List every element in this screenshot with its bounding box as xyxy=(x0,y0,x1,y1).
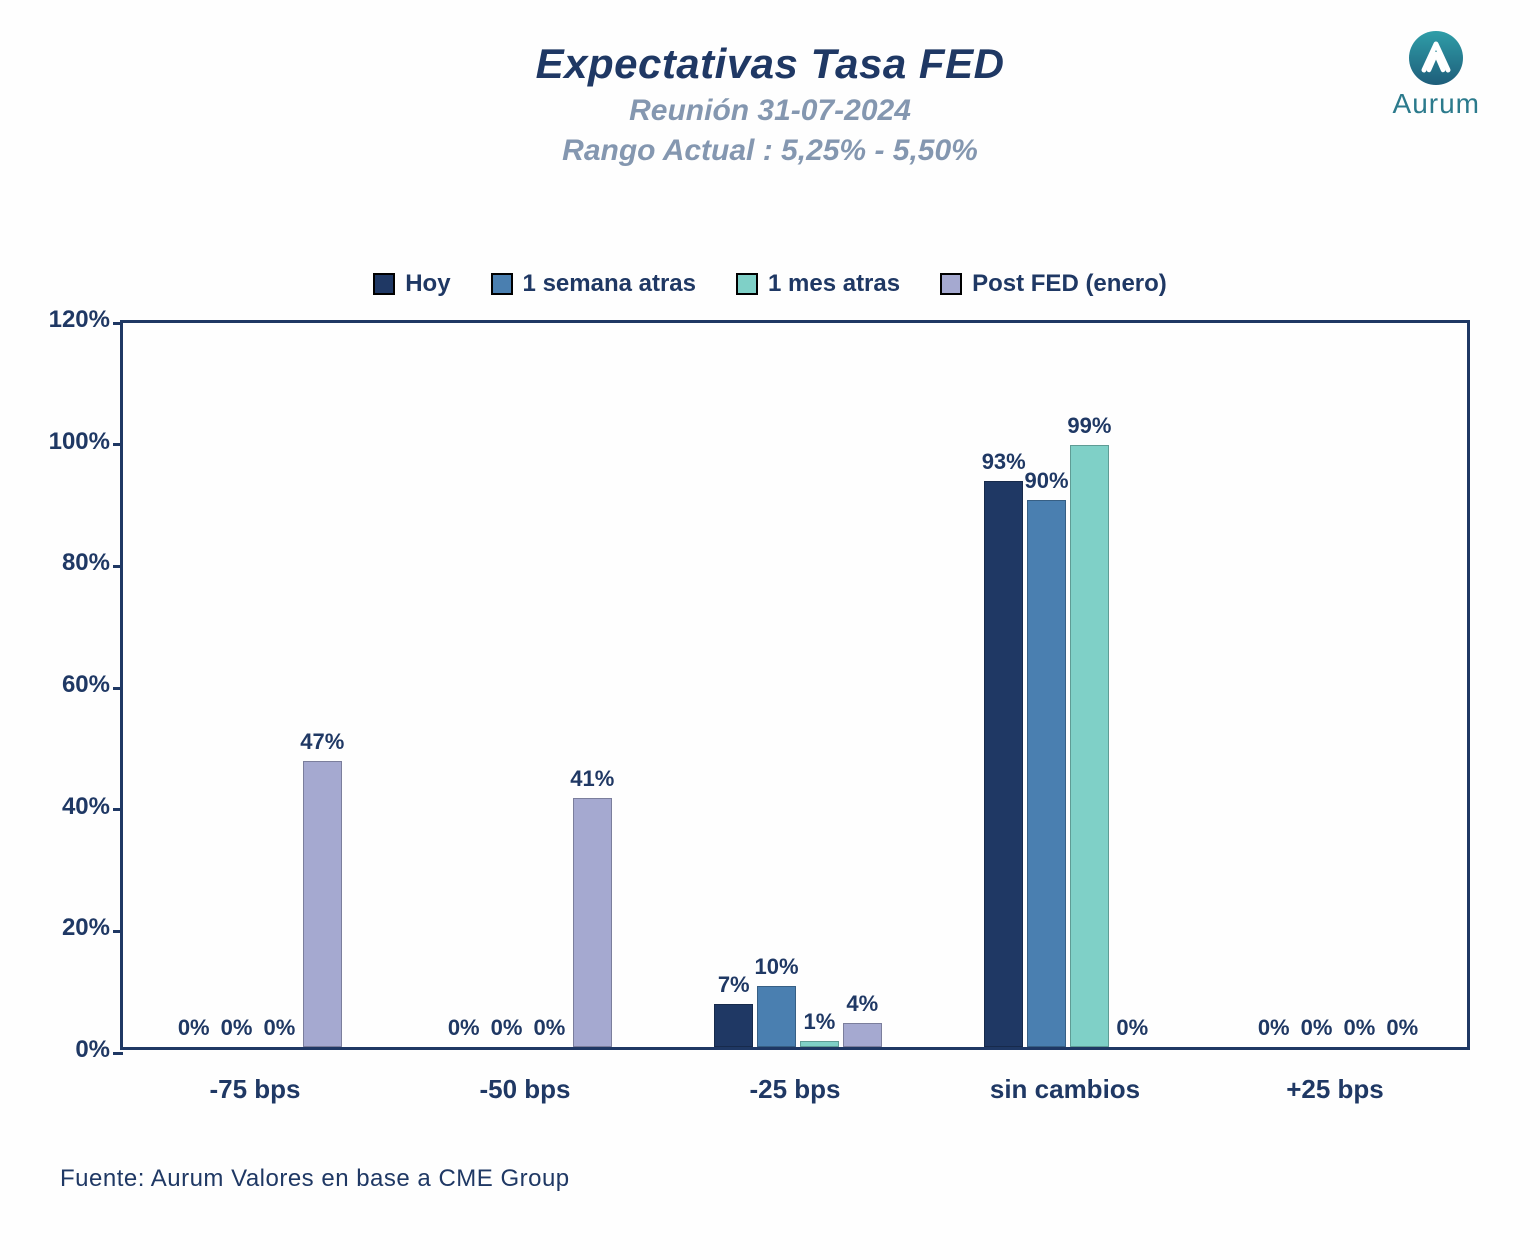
chart-plot-area: 0% 0% 0% 47% 0% 0% 0% 41% 7%10% 1% 4% 93%90% 99% 0% 0%… xyxy=(120,320,1470,1050)
y-tick-mark xyxy=(113,322,123,325)
aurum-logo-icon xyxy=(1408,30,1464,86)
y-tick-mark xyxy=(113,565,123,568)
x-axis-labels: -75 bps -50 bps -25 bps sin cambios +25 bps xyxy=(120,1060,1470,1110)
legend-label: Hoy xyxy=(405,270,450,298)
x-tick-label: -50 bps xyxy=(479,1074,570,1105)
bar-value-label: 41% xyxy=(570,766,614,792)
bar-value-label: 90% xyxy=(1025,468,1069,494)
bar xyxy=(573,798,612,1047)
legend-item: 1 semana atras xyxy=(491,270,696,298)
source-text: Fuente: Aurum Valores en base a CME Grou… xyxy=(60,1165,570,1193)
bar-value-label: 0% xyxy=(264,1015,296,1041)
y-tick-label: 80% xyxy=(0,549,110,577)
bar xyxy=(800,1041,839,1047)
y-tick-label: 20% xyxy=(0,914,110,942)
bar-value-label: 47% xyxy=(300,729,344,755)
legend-item: 1 mes atras xyxy=(736,270,900,298)
y-tick-label: 0% xyxy=(0,1036,110,1064)
bar-value-label: 0% xyxy=(1116,1015,1148,1041)
chart-subtitle-range: Rango Actual : 5,25% - 5,50% xyxy=(0,134,1540,168)
legend-label: 1 mes atras xyxy=(768,270,900,298)
legend-item: Post FED (enero) xyxy=(940,270,1167,298)
legend-item: Hoy xyxy=(373,270,450,298)
bar-value-label: 0% xyxy=(178,1015,210,1041)
brand-logo: Aurum xyxy=(1393,30,1480,120)
chart-header: Expectativas Tasa FED Reunión 31-07-2024… xyxy=(0,40,1540,168)
chart-subtitle-meeting: Reunión 31-07-2024 xyxy=(0,94,1540,128)
bar-value-label: 10% xyxy=(755,954,799,980)
bar xyxy=(843,1023,882,1047)
legend-swatch xyxy=(736,273,758,295)
bar-value-label: 0% xyxy=(221,1015,253,1041)
bar xyxy=(1070,445,1109,1047)
y-tick-mark xyxy=(113,808,123,811)
legend-label: Post FED (enero) xyxy=(972,270,1167,298)
y-tick-mark xyxy=(113,443,123,446)
bar xyxy=(757,986,796,1047)
bar-value-label: 1% xyxy=(804,1009,836,1035)
x-tick-label: -25 bps xyxy=(749,1074,840,1105)
bar xyxy=(303,761,342,1047)
legend-swatch xyxy=(373,273,395,295)
legend-label: 1 semana atras xyxy=(523,270,696,298)
bar xyxy=(1027,500,1066,1048)
bar-value-label: 0% xyxy=(491,1015,523,1041)
bar-value-label: 0% xyxy=(1301,1015,1333,1041)
x-tick-label: sin cambios xyxy=(990,1074,1140,1105)
y-tick-mark xyxy=(113,1052,123,1055)
bar-value-label: 0% xyxy=(1258,1015,1290,1041)
chart-title: Expectativas Tasa FED xyxy=(0,40,1540,88)
y-tick-label: 40% xyxy=(0,793,110,821)
chart-legend: Hoy 1 semana atras 1 mes atras Post FED (en… xyxy=(0,270,1540,298)
x-tick-label: +25 bps xyxy=(1286,1074,1384,1105)
bar xyxy=(714,1004,753,1047)
y-tick-label: 100% xyxy=(0,428,110,456)
bar-value-label: 99% xyxy=(1067,413,1111,439)
y-tick-mark xyxy=(113,687,123,690)
x-tick-label: -75 bps xyxy=(209,1074,300,1105)
bar-value-label: 0% xyxy=(1344,1015,1376,1041)
bar-value-label: 0% xyxy=(534,1015,566,1041)
y-tick-label: 120% xyxy=(0,306,110,334)
bar-value-label: 7% xyxy=(718,972,750,998)
bar-value-label: 0% xyxy=(448,1015,480,1041)
legend-swatch xyxy=(491,273,513,295)
bar-value-label: 93% xyxy=(982,449,1026,475)
y-tick-label: 60% xyxy=(0,671,110,699)
bar-value-label: 0% xyxy=(1386,1015,1418,1041)
bar xyxy=(984,481,1023,1047)
brand-logo-text: Aurum xyxy=(1393,88,1480,120)
legend-swatch xyxy=(940,273,962,295)
y-tick-mark xyxy=(113,930,123,933)
bar-value-label: 4% xyxy=(846,991,878,1017)
